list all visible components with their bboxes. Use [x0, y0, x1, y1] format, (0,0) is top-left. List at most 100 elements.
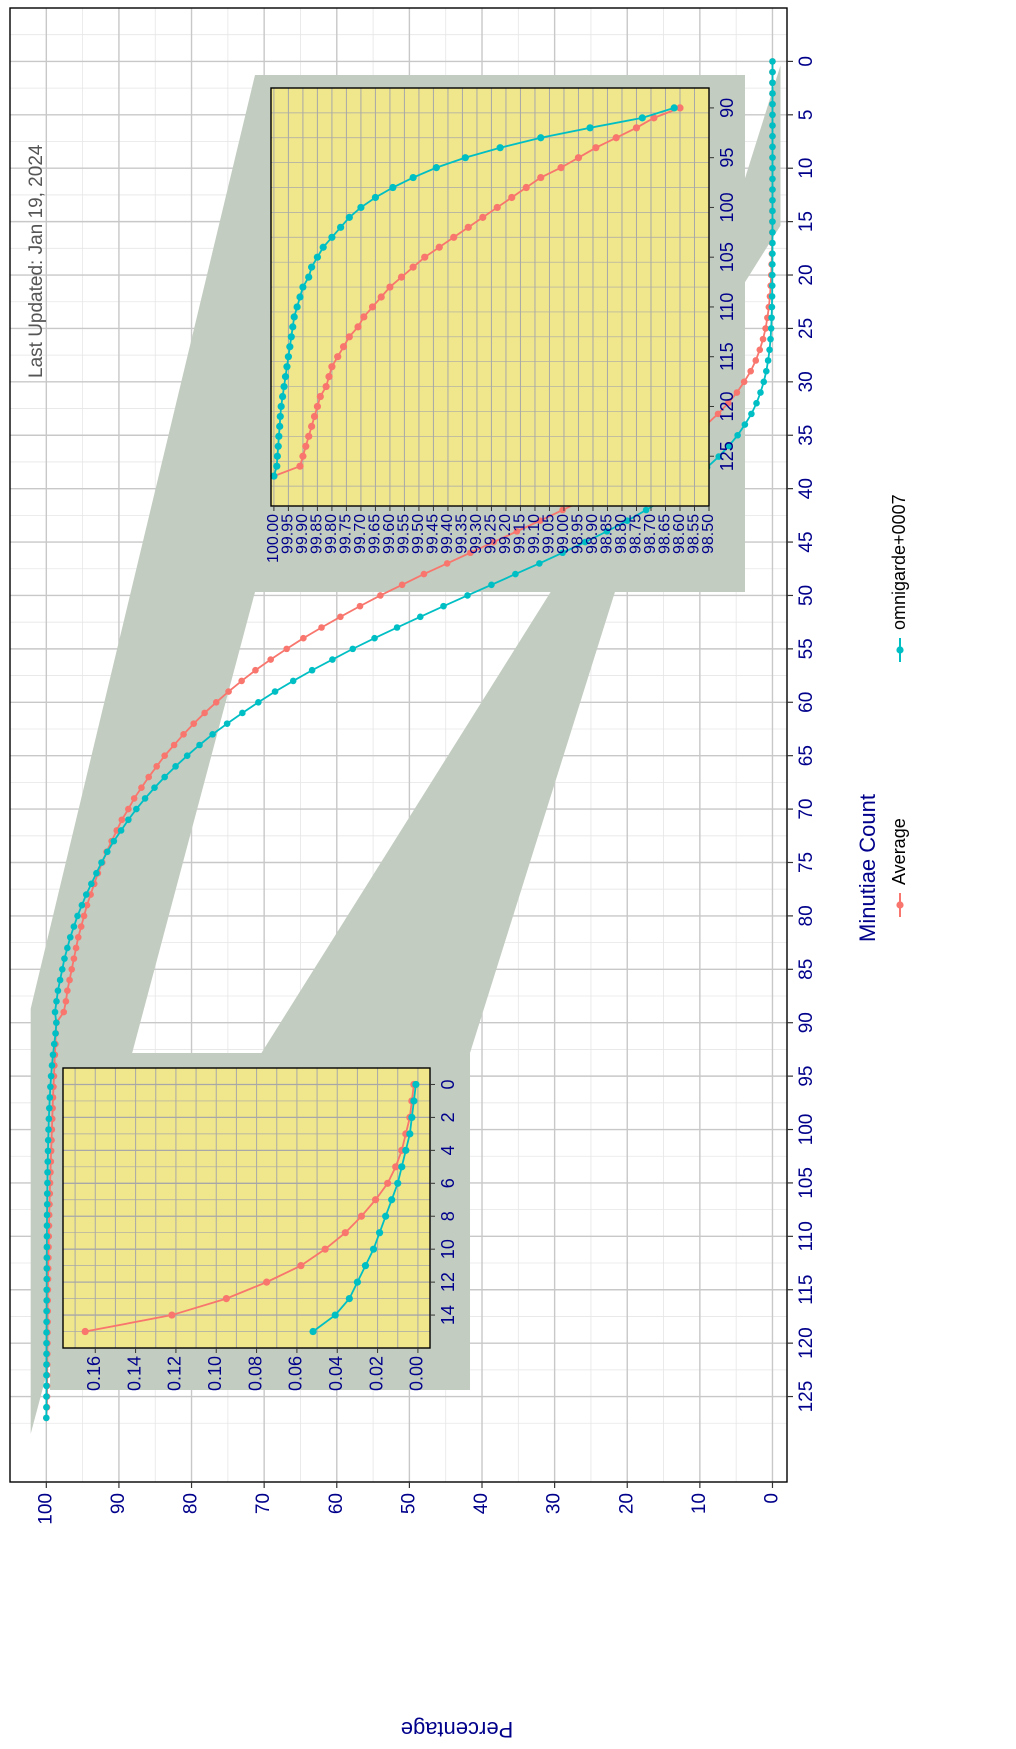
- main-point-1: [50, 1040, 58, 1048]
- inset-point-1: [432, 164, 440, 172]
- main-point-1: [748, 410, 755, 418]
- main-point-1: [559, 549, 566, 557]
- main-point-1: [43, 1190, 51, 1197]
- x-tick-label: 85: [796, 959, 817, 980]
- main-point-1: [43, 1297, 50, 1304]
- main-point-1: [209, 731, 216, 738]
- main-point-1: [58, 966, 66, 973]
- inset-point-1: [586, 124, 594, 132]
- inset-y-tick-label: 98.80: [613, 514, 630, 554]
- inset-point-1: [290, 313, 298, 321]
- main-point-0: [180, 731, 187, 738]
- main-point-0: [125, 805, 132, 813]
- main-point-1: [329, 656, 336, 663]
- main-point-1: [741, 421, 749, 428]
- inset-point-1: [409, 173, 417, 182]
- main-point-1: [769, 154, 776, 161]
- inset-point-0: [305, 432, 313, 440]
- y-tick-label: 0: [761, 1493, 782, 1504]
- inset-y-tick-label: 99.85: [309, 514, 326, 554]
- y-tick-label: 70: [253, 1493, 274, 1514]
- main-point-1: [47, 1072, 55, 1080]
- main-point-1: [56, 976, 64, 984]
- main-point-0: [398, 581, 406, 589]
- inset-point-1: [638, 114, 646, 122]
- inset-point-0: [328, 363, 336, 371]
- main-point-1: [44, 1136, 52, 1144]
- inset-point-1: [273, 452, 281, 460]
- main-point-1: [43, 1211, 51, 1219]
- inset-point-0: [313, 402, 322, 411]
- main-point-0: [118, 816, 126, 824]
- inset-y-tick-label: 99.15: [512, 514, 529, 554]
- main-point-1: [151, 784, 158, 792]
- main-point-1: [93, 869, 100, 877]
- main-point-1: [769, 261, 776, 268]
- inset-point-0: [345, 333, 353, 341]
- main-point-1: [464, 592, 471, 599]
- inset-y-tick-label: 98.90: [584, 514, 601, 554]
- main-point-1: [141, 795, 149, 802]
- main-point-0: [72, 944, 80, 952]
- inset-y-tick-label: 99.40: [439, 514, 456, 554]
- main-point-1: [769, 68, 776, 76]
- y-tick-label: 100: [35, 1493, 56, 1525]
- inset-point-0: [299, 452, 307, 460]
- inset-point-1: [275, 432, 283, 440]
- inset-y-tick-label: 99.25: [483, 514, 500, 554]
- inset-point-1: [299, 283, 307, 291]
- inset-point-1: [406, 1130, 414, 1138]
- main-point-0: [212, 698, 220, 706]
- main-point-1: [769, 132, 776, 140]
- inset-low: 0 2 4 6 8 10 12 14 0.00 0.02 0.04 0.06 0.08 0.10 0.12 0…: [62, 1067, 458, 1391]
- main-point-0: [300, 634, 307, 642]
- x-tick-label: 20: [796, 264, 817, 285]
- main-point-0: [62, 998, 70, 1005]
- inset-point-0: [354, 323, 362, 331]
- main-point-1: [767, 325, 775, 332]
- x-tick-label: 105: [796, 1167, 817, 1199]
- inset-x-tick-label: 100: [717, 192, 737, 222]
- main-point-1: [536, 560, 543, 567]
- main-point-1: [43, 1403, 50, 1411]
- main-point-1: [44, 1168, 51, 1176]
- inset-point-1: [289, 323, 297, 331]
- x-tick-label: 55: [796, 638, 817, 659]
- main-point-1: [43, 1361, 50, 1368]
- inset-point-0: [222, 1294, 230, 1303]
- main-point-1: [349, 645, 357, 653]
- inset-y-tick-label: 98.85: [599, 514, 616, 554]
- inset-high: 909510010511011512012598.5098.5598.6098.…: [265, 87, 737, 563]
- inset-point-1: [331, 1311, 339, 1319]
- inset-background: [63, 1068, 430, 1348]
- main-point-0: [83, 901, 91, 909]
- y-tick-label: 80: [181, 1493, 202, 1514]
- main-point-0: [420, 570, 428, 578]
- main-point-1: [371, 634, 378, 642]
- inset-y-tick-label: 98.75: [628, 514, 645, 554]
- inset-y-tick-label: 99.90: [294, 514, 311, 554]
- inset-y-tick-label: 99.05: [541, 514, 558, 554]
- inset-point-0: [632, 124, 641, 132]
- main-point-1: [43, 1233, 51, 1240]
- inset-point-0: [592, 144, 600, 152]
- x-tick-label: 25: [796, 318, 817, 339]
- inset-border: [62, 1067, 431, 1349]
- main-point-1: [98, 859, 105, 866]
- main-point-0: [356, 602, 364, 610]
- inset-point-0: [357, 1212, 366, 1220]
- main-point-1: [308, 666, 316, 674]
- inset-point-0: [263, 1278, 271, 1286]
- inset-point-1: [309, 1327, 317, 1336]
- inset-point-1: [371, 193, 380, 202]
- inset-point-1: [270, 472, 278, 480]
- main-point-0: [283, 645, 290, 653]
- main-point-0: [733, 389, 741, 396]
- inset-y-tick-label: 0.12: [165, 1356, 185, 1391]
- inset-point-1: [276, 412, 284, 421]
- main-point-1: [43, 1307, 50, 1315]
- inset-point-1: [402, 1146, 410, 1154]
- inset-point-0: [296, 462, 304, 470]
- main-point-0: [170, 741, 178, 749]
- inset-point-0: [168, 1311, 176, 1319]
